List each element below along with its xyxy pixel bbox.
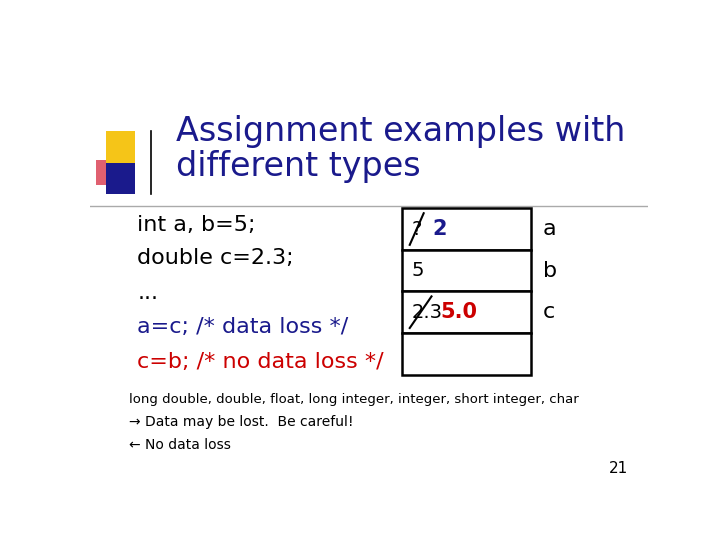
Text: ...: ...	[138, 284, 158, 303]
Text: ?: ?	[411, 220, 422, 239]
Text: a=c; /* data loss */: a=c; /* data loss */	[138, 317, 348, 337]
Text: a: a	[543, 219, 557, 239]
Bar	[106, 131, 135, 163]
Bar	[402, 208, 531, 250]
Bar	[402, 333, 531, 375]
Text: 21: 21	[609, 462, 629, 476]
Text: 2: 2	[433, 219, 447, 239]
Text: c=b; /* no data loss */: c=b; /* no data loss */	[138, 352, 384, 372]
Bar	[96, 160, 119, 185]
Text: ← No data loss: ← No data loss	[129, 438, 231, 453]
Text: → Data may be lost.  Be careful!: → Data may be lost. Be careful!	[129, 415, 354, 429]
Text: double c=2.3;: double c=2.3;	[138, 248, 294, 268]
Text: 5: 5	[411, 261, 424, 280]
Bar	[106, 163, 135, 194]
Text: int a, b=5;: int a, b=5;	[138, 215, 256, 235]
Bar	[402, 292, 531, 333]
Text: b: b	[543, 261, 557, 281]
Text: long double, double, float, long integer, integer, short integer, char: long double, double, float, long integer…	[129, 393, 579, 406]
Text: different types: different types	[176, 150, 421, 183]
Text: Assignment examples with: Assignment examples with	[176, 115, 626, 148]
Text: 2.3: 2.3	[411, 303, 442, 322]
Text: 5.0: 5.0	[441, 302, 477, 322]
Bar	[402, 250, 531, 292]
Text: c: c	[543, 302, 555, 322]
